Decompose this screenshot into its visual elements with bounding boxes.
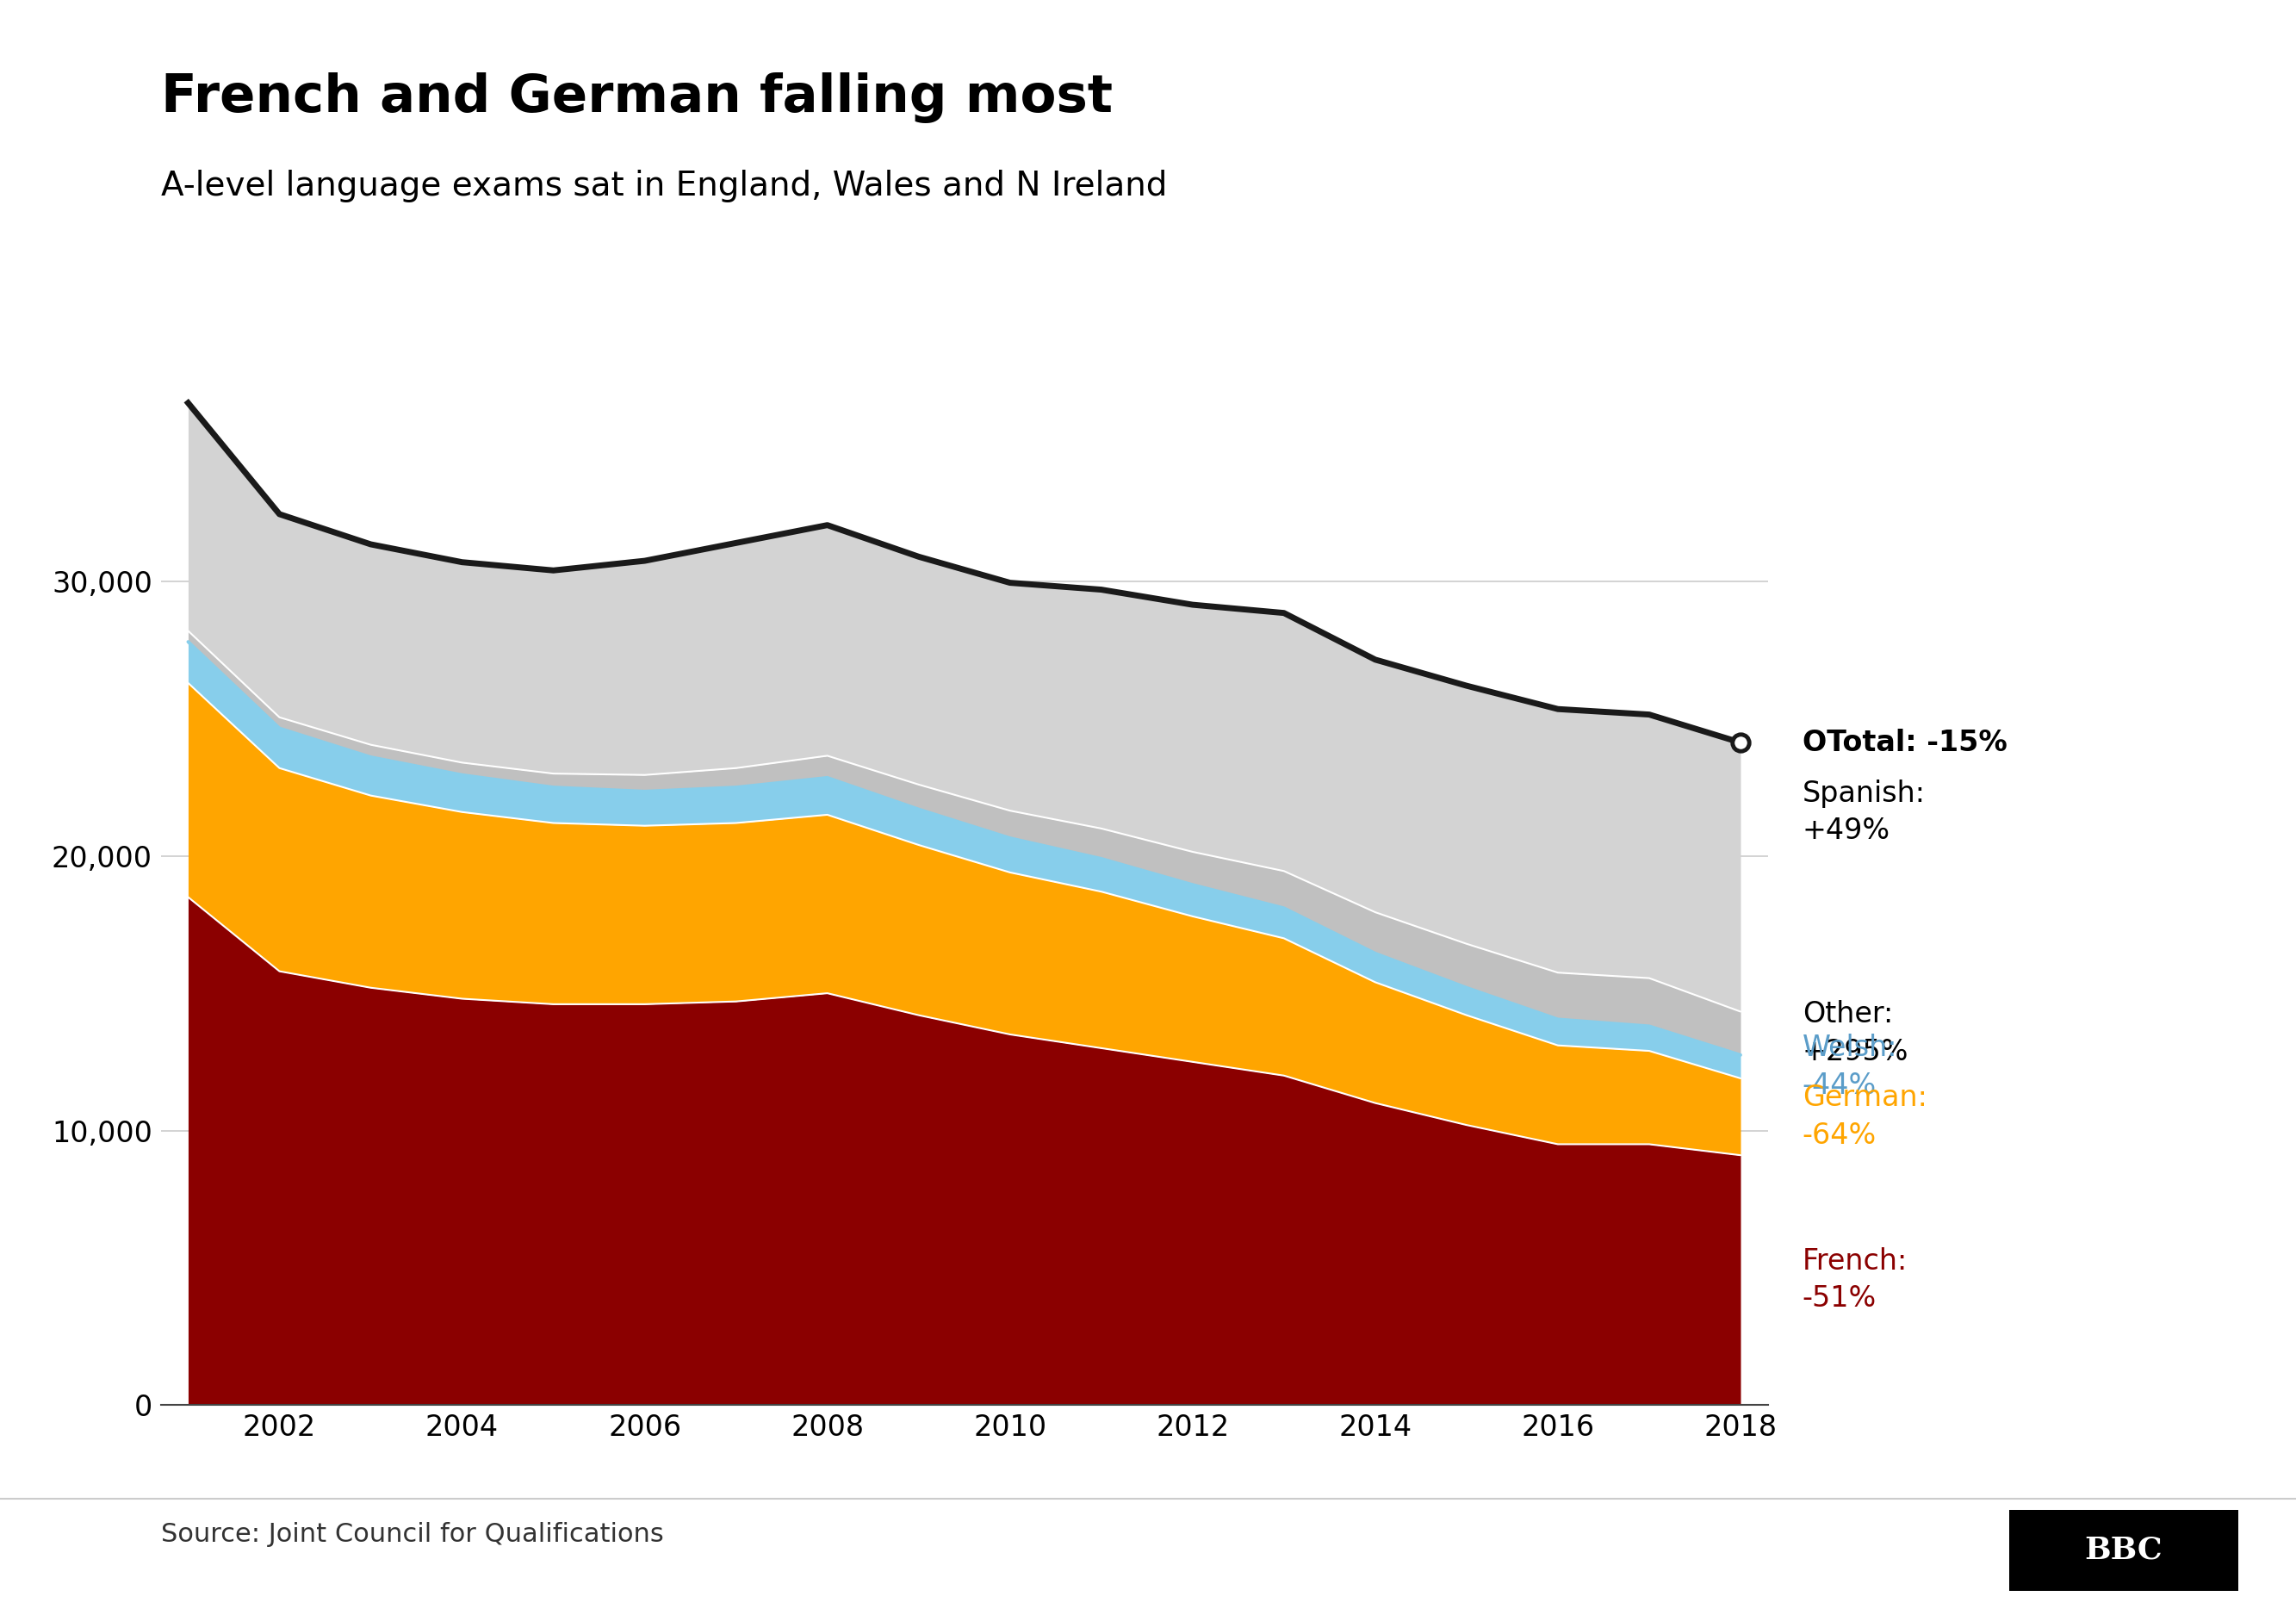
Text: Spanish:
+49%: Spanish: +49% (1802, 780, 1926, 845)
Text: Source: Joint Council for Qualifications: Source: Joint Council for Qualifications (161, 1521, 664, 1547)
Text: BBC: BBC (2085, 1536, 2163, 1565)
Text: Other:
+295%: Other: +295% (1802, 1000, 1908, 1066)
Text: French:
-51%: French: -51% (1802, 1247, 1908, 1313)
Text: A-level language exams sat in England, Wales and N Ireland: A-level language exams sat in England, W… (161, 170, 1166, 202)
Text: Welsh:
-44%: Welsh: -44% (1802, 1034, 1896, 1100)
Text: OTotal: -15%: OTotal: -15% (1802, 728, 2007, 757)
Text: French and German falling most: French and German falling most (161, 73, 1111, 123)
Text: German:
-64%: German: -64% (1802, 1084, 1926, 1150)
